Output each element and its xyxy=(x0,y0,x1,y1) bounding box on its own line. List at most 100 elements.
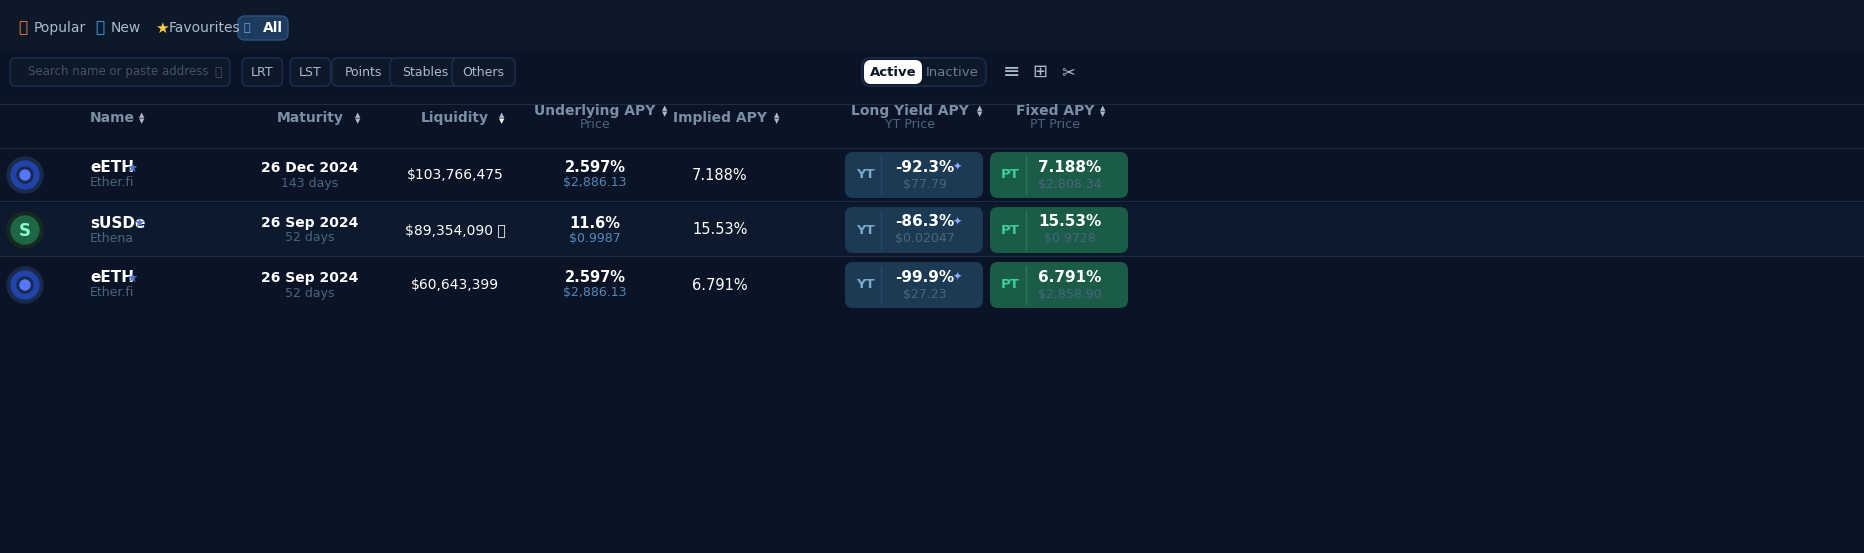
FancyBboxPatch shape xyxy=(863,60,921,84)
FancyBboxPatch shape xyxy=(844,152,982,198)
Text: LRT: LRT xyxy=(252,65,274,79)
Circle shape xyxy=(17,167,34,183)
Text: 2.597%: 2.597% xyxy=(565,270,624,285)
Text: Search name or paste address: Search name or paste address xyxy=(28,65,209,79)
Text: Maturity: Maturity xyxy=(276,111,343,125)
Text: 7.188%: 7.188% xyxy=(692,168,747,182)
Text: $2,886.13: $2,886.13 xyxy=(563,176,626,190)
Text: YT: YT xyxy=(856,279,874,291)
Text: eETH: eETH xyxy=(89,270,134,285)
Text: ▼: ▼ xyxy=(356,118,360,124)
Text: 26 Sep 2024: 26 Sep 2024 xyxy=(261,271,358,285)
Text: New: New xyxy=(112,21,142,35)
Text: 15.53%: 15.53% xyxy=(1038,215,1102,229)
Text: ▲: ▲ xyxy=(977,105,982,111)
Bar xyxy=(0,0,1864,50)
Text: Fixed APY: Fixed APY xyxy=(1016,104,1094,118)
Text: 52 days: 52 days xyxy=(285,232,334,244)
Circle shape xyxy=(21,280,30,290)
Text: 6.791%: 6.791% xyxy=(1038,269,1102,284)
FancyBboxPatch shape xyxy=(242,58,281,86)
Text: $0.02047: $0.02047 xyxy=(895,232,954,246)
Text: -99.9%: -99.9% xyxy=(895,269,954,284)
Text: ▲: ▲ xyxy=(662,105,667,111)
Text: Stables: Stables xyxy=(403,65,447,79)
Text: Others: Others xyxy=(462,65,505,79)
Text: Ether.fi: Ether.fi xyxy=(89,176,134,190)
Text: 🔍: 🔍 xyxy=(214,65,222,79)
FancyBboxPatch shape xyxy=(844,207,982,253)
Text: 🔥: 🔥 xyxy=(19,20,28,35)
Text: eETH: eETH xyxy=(89,160,134,175)
Text: Favourites: Favourites xyxy=(170,21,240,35)
FancyBboxPatch shape xyxy=(861,58,986,86)
Text: ✦: ✦ xyxy=(953,217,962,227)
Text: 💎: 💎 xyxy=(244,23,250,33)
Text: $2,886.13: $2,886.13 xyxy=(563,286,626,300)
Text: sUSDe: sUSDe xyxy=(89,216,145,231)
Text: $2,858.90: $2,858.90 xyxy=(1038,288,1102,300)
Text: ▼: ▼ xyxy=(140,118,145,124)
Circle shape xyxy=(7,157,43,193)
Text: $103,766,475: $103,766,475 xyxy=(406,168,503,182)
Text: $89,354,090 🟡: $89,354,090 🟡 xyxy=(404,223,505,237)
Text: YT Price: YT Price xyxy=(885,118,934,132)
Text: Active: Active xyxy=(869,65,915,79)
Text: 52 days: 52 days xyxy=(285,286,334,300)
Text: Underlying APY: Underlying APY xyxy=(533,104,656,118)
Bar xyxy=(0,259,1864,311)
Text: $2,808.34: $2,808.34 xyxy=(1038,178,1102,190)
Text: ✦: ✦ xyxy=(953,272,962,282)
Text: PT: PT xyxy=(999,169,1020,181)
Text: Points: Points xyxy=(345,65,382,79)
Text: ▲: ▲ xyxy=(774,112,779,118)
Bar xyxy=(0,50,1864,95)
Text: ▲: ▲ xyxy=(500,112,505,118)
Text: Name: Name xyxy=(89,111,134,125)
Text: PT: PT xyxy=(999,223,1020,237)
Circle shape xyxy=(7,267,43,303)
Text: ≡: ≡ xyxy=(1003,62,1020,82)
Text: ▼: ▼ xyxy=(1100,111,1105,117)
Text: $77.79: $77.79 xyxy=(902,178,947,190)
Circle shape xyxy=(11,216,39,244)
FancyBboxPatch shape xyxy=(289,58,330,86)
FancyBboxPatch shape xyxy=(990,152,1128,198)
FancyBboxPatch shape xyxy=(844,262,982,308)
Text: 2.597%: 2.597% xyxy=(565,160,624,175)
Text: $0.9987: $0.9987 xyxy=(569,232,621,244)
Text: ★: ★ xyxy=(127,272,138,284)
Text: -86.3%: -86.3% xyxy=(895,215,954,229)
Circle shape xyxy=(21,170,30,180)
Text: 11.6%: 11.6% xyxy=(569,216,621,231)
FancyBboxPatch shape xyxy=(9,58,229,86)
Text: 6.791%: 6.791% xyxy=(692,278,747,293)
Text: ▲: ▲ xyxy=(1100,105,1105,111)
Text: 26 Dec 2024: 26 Dec 2024 xyxy=(261,161,358,175)
Text: ★: ★ xyxy=(134,217,145,229)
Text: YT: YT xyxy=(856,169,874,181)
Text: S: S xyxy=(19,222,32,240)
FancyBboxPatch shape xyxy=(451,58,514,86)
FancyBboxPatch shape xyxy=(390,58,460,86)
Text: PT: PT xyxy=(999,279,1020,291)
Circle shape xyxy=(7,212,43,248)
Text: YT: YT xyxy=(856,223,874,237)
Text: -92.3%: -92.3% xyxy=(895,159,954,175)
Text: 🌀: 🌀 xyxy=(95,20,104,35)
Text: ⊞: ⊞ xyxy=(1033,63,1048,81)
FancyBboxPatch shape xyxy=(990,207,1128,253)
Text: $27.23: $27.23 xyxy=(902,288,947,300)
Text: ▲: ▲ xyxy=(356,112,360,118)
Text: Ether.fi: Ether.fi xyxy=(89,286,134,300)
FancyBboxPatch shape xyxy=(990,262,1128,308)
Circle shape xyxy=(11,271,39,299)
Text: ▼: ▼ xyxy=(774,118,779,124)
FancyBboxPatch shape xyxy=(332,58,395,86)
Text: Ethena: Ethena xyxy=(89,232,134,244)
Text: Implied APY: Implied APY xyxy=(673,111,766,125)
Text: LST: LST xyxy=(298,65,321,79)
Text: ★: ★ xyxy=(127,161,138,175)
Text: 26 Sep 2024: 26 Sep 2024 xyxy=(261,216,358,230)
Text: ▼: ▼ xyxy=(500,118,505,124)
